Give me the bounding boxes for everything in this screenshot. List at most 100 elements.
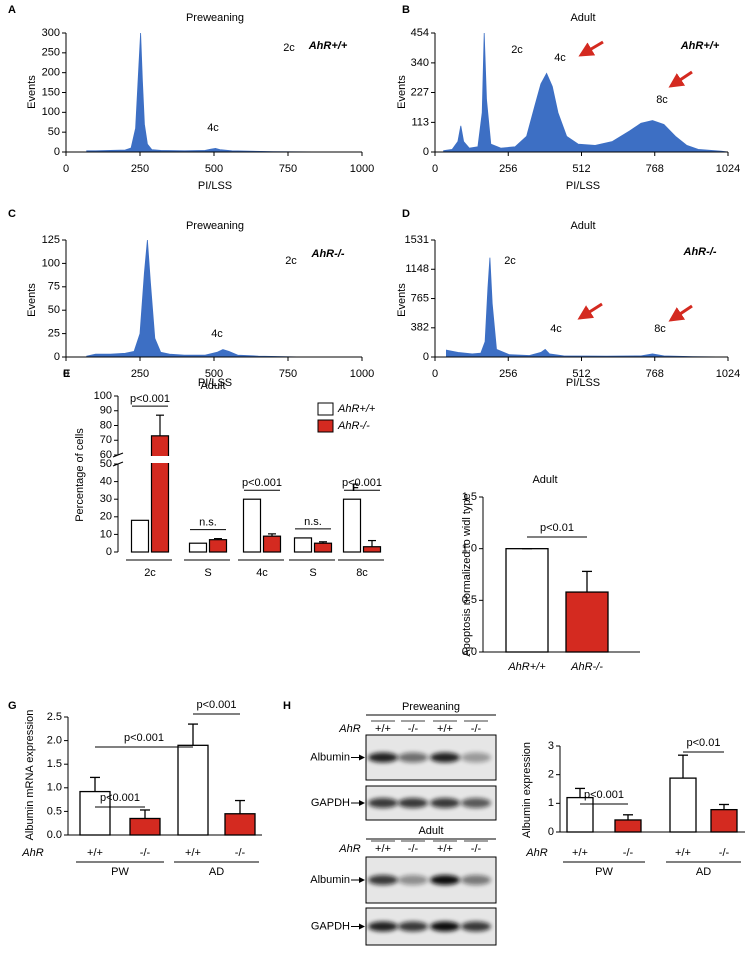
x-tick-label: 250: [131, 163, 149, 175]
x-tick-label: 750: [279, 163, 297, 175]
histogram-area: [443, 32, 729, 153]
y-tick-label: 227: [411, 86, 429, 98]
x-tick-label: 250: [131, 368, 149, 380]
arrow: [668, 70, 693, 88]
panel-letter: D: [402, 208, 410, 220]
arrow: [577, 302, 603, 320]
blot-title: Preweaning: [402, 701, 460, 713]
x-tick-label: 768: [646, 163, 664, 175]
x-tick-label: +/+: [675, 847, 691, 859]
blot-band: [368, 875, 398, 885]
peak-label: 2c: [285, 255, 297, 267]
arrow: [668, 304, 693, 322]
histogram-area: [446, 257, 729, 358]
bar: [188, 542, 208, 553]
genotype-label: AhR-/-: [311, 248, 345, 260]
legend-label: AhR-/-: [337, 420, 370, 432]
blot-band: [461, 752, 491, 763]
blot-band: [430, 921, 460, 932]
significance-label: p<0.001: [242, 477, 282, 489]
panel-letter: F: [352, 482, 359, 494]
y-tick-label: 2: [548, 769, 554, 781]
x-tick-label: 1000: [350, 368, 374, 380]
x-tick-label: 500: [205, 368, 223, 380]
x-tick-label: 1024: [716, 368, 740, 380]
y-axis-label: Apoptosis normalized to widl type: [461, 493, 473, 656]
blot-band: [430, 798, 460, 808]
genotype-label: AhR+/+: [308, 40, 348, 52]
y-tick-label: 0.5: [462, 594, 477, 606]
peak-label: 4c: [554, 52, 566, 64]
y-tick-label: 1.5: [462, 491, 477, 503]
y-tick-label: 20: [100, 511, 112, 523]
bar: [505, 548, 549, 653]
y-tick-label: 50: [48, 126, 60, 138]
bar: [79, 790, 111, 836]
lane-label: +/+: [375, 723, 391, 735]
blot-row-label: Albumin: [310, 874, 350, 886]
y-tick-label: 50: [100, 458, 112, 470]
y-tick-label: 2.5: [47, 711, 62, 723]
x-tick-label: AhR-/-: [570, 661, 603, 673]
blot-row-label: Albumin: [310, 751, 350, 763]
peak-label: 8c: [656, 94, 668, 106]
y-axis-label: Events: [26, 283, 38, 317]
y-tick-label: 0.0: [47, 829, 62, 841]
factor-label: AhR: [338, 843, 360, 855]
y-axis-label: Albumin expression: [521, 742, 533, 838]
blot-title: Adult: [418, 825, 443, 837]
y-axis-label: Events: [26, 75, 38, 109]
genotype-label: AhR-/-: [683, 246, 717, 258]
x-tick-label: S: [204, 567, 211, 579]
x-tick-label: 1024: [716, 163, 740, 175]
x-tick-label: -/-: [140, 847, 151, 859]
y-tick-label: 382: [411, 322, 429, 334]
panel-letter: E: [63, 368, 70, 380]
blot-row-label: GAPDH: [311, 797, 350, 809]
y-tick-label: 300: [42, 27, 60, 39]
bar: [710, 808, 738, 833]
y-tick-label: 10: [100, 528, 112, 540]
histogram-area: [86, 239, 362, 358]
x-tick-label: -/-: [235, 847, 246, 859]
group-label: PW: [111, 866, 129, 878]
bar: [669, 777, 697, 833]
y-tick-label: 125: [42, 234, 60, 246]
x-tick-label: 4c: [256, 567, 268, 579]
blot-band: [461, 875, 491, 885]
y-axis-label: Albumin mRNA expression: [24, 710, 36, 841]
panel-title: Adult: [570, 220, 595, 232]
bar: [342, 498, 362, 553]
blot-band: [430, 875, 460, 885]
x-tick-label: 0: [432, 368, 438, 380]
y-tick-label: 0.5: [47, 805, 62, 817]
y-axis-label: Events: [396, 75, 408, 109]
x-tick-label: -/-: [719, 847, 730, 859]
y-axis-label: Events: [396, 283, 408, 317]
y-tick-label: 60: [100, 449, 112, 461]
y-tick-label: 113: [411, 116, 429, 128]
lane-label: -/-: [408, 843, 419, 855]
x-tick-label: 0: [63, 368, 69, 380]
x-tick-label: +/+: [185, 847, 201, 859]
significance-label: p<0.01: [540, 522, 574, 534]
bar: [208, 539, 228, 553]
blot-band: [461, 798, 491, 808]
peak-label: 2c: [504, 255, 516, 267]
significance-label: p<0.001: [584, 789, 624, 801]
y-tick-label: 454: [411, 27, 429, 39]
y-tick-label: 2.0: [47, 735, 62, 747]
x-tick-label: 500: [205, 163, 223, 175]
panel-letter: B: [402, 4, 410, 16]
significance-label: p<0.001: [342, 477, 382, 489]
arrow: [578, 40, 604, 57]
significance-label: p<0.001: [100, 792, 140, 804]
y-tick-label: 1.5: [47, 758, 62, 770]
bar: [614, 819, 642, 833]
blot-band: [398, 752, 428, 763]
group-label: AD: [696, 866, 711, 878]
bar: [565, 591, 609, 653]
lane-label: -/-: [471, 843, 482, 855]
lane-label: -/-: [471, 723, 482, 735]
